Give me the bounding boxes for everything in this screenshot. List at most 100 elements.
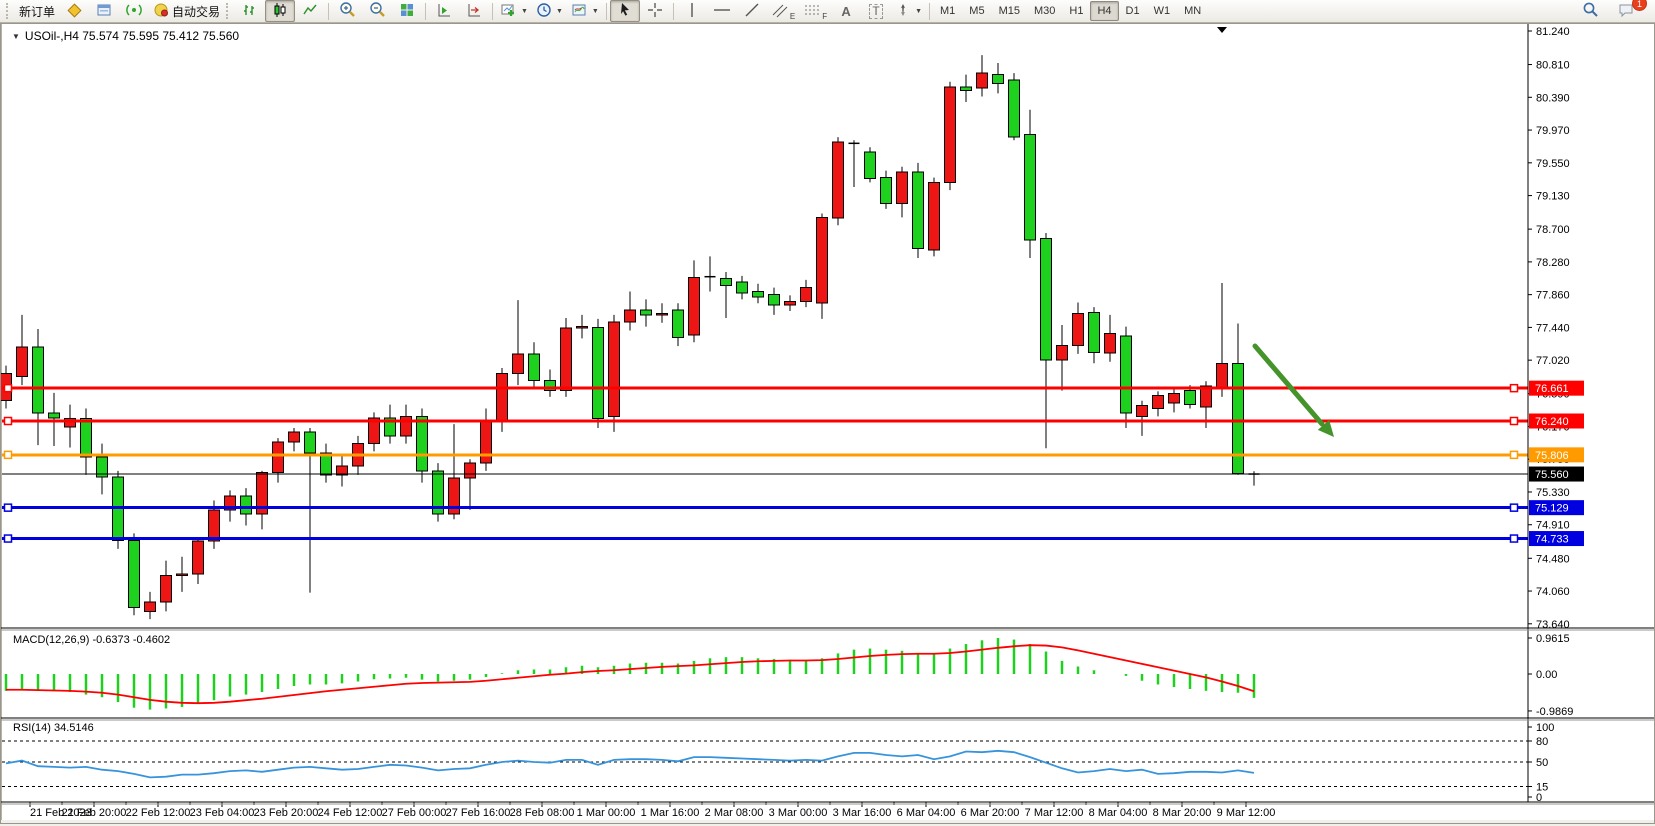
- candle-body: [656, 312, 668, 316]
- main-toolbar: 新订单 自动交易: [0, 0, 1655, 23]
- price-tag-74.733: [1529, 531, 1584, 547]
- notifications-button[interactable]: 1: [1611, 0, 1647, 22]
- candle-body: [128, 539, 140, 608]
- equidistant-channel-icon: [771, 2, 789, 21]
- candle-body: [32, 346, 44, 414]
- auto-trading-button[interactable]: 自动交易: [149, 0, 224, 22]
- price-tag-76.240: [1529, 413, 1584, 429]
- candle-body: [432, 470, 444, 515]
- text-label-tool-button[interactable]: T: [861, 0, 891, 22]
- cursor-tool-button[interactable]: [609, 0, 640, 22]
- indicators-button[interactable]: ▼: [496, 0, 532, 22]
- arrows-tool-button[interactable]: ▼: [891, 0, 926, 22]
- auto-scroll-button[interactable]: [429, 0, 459, 22]
- bar-chart-button[interactable]: [235, 0, 265, 22]
- candle-body: [992, 74, 1004, 84]
- new-order-button[interactable]: 新订单: [15, 0, 59, 22]
- arrow-annotation[interactable]: [1252, 343, 1334, 437]
- hline-handle[interactable]: [3, 450, 13, 460]
- hline-handle[interactable]: [3, 503, 13, 512]
- svg-text:50: 50: [1536, 757, 1548, 769]
- timeframe-button-h4[interactable]: H4: [1090, 1, 1119, 21]
- zoom-out-button[interactable]: [362, 0, 392, 22]
- tile-windows-button[interactable]: [392, 0, 422, 22]
- candle-body: [576, 326, 588, 329]
- hline-handle[interactable]: [3, 383, 13, 393]
- svg-text:77.440: 77.440: [1536, 322, 1570, 334]
- timeframe-button-d1[interactable]: D1: [1125, 5, 1140, 17]
- line-chart-button[interactable]: [295, 0, 325, 22]
- data-window-button[interactable]: [89, 0, 119, 22]
- horizontal-line-tool-button[interactable]: [707, 0, 737, 22]
- macd-indicator-label: MACD(12,26,9) -0.6373 -0.4602: [13, 634, 171, 646]
- channel-letter: E: [789, 12, 796, 21]
- templates-button[interactable]: ▼: [567, 0, 603, 22]
- svg-text:77.860: 77.860: [1536, 290, 1570, 302]
- price-tag-text: 75.806: [1535, 450, 1569, 462]
- vertical-line-tool-button[interactable]: [677, 0, 707, 22]
- candle-body: [1072, 312, 1084, 346]
- candle-body: [64, 418, 76, 428]
- toolbar-grip[interactable]: [226, 3, 231, 19]
- price-tag-76.661: [1529, 380, 1584, 396]
- svg-text:75.330: 75.330: [1536, 487, 1570, 499]
- text-tool-button[interactable]: A: [831, 0, 861, 22]
- hline-handle[interactable]: [1509, 534, 1519, 543]
- market-watch-button[interactable]: [59, 0, 89, 22]
- candle-body: [288, 431, 300, 443]
- candle-body: [80, 418, 92, 458]
- hline-handle[interactable]: [1509, 416, 1519, 426]
- timeframe-button-m15[interactable]: M15: [998, 5, 1020, 17]
- macd-panel: 0.9615 0.00 -0.9869: [4, 633, 1573, 718]
- svg-text:74.910: 74.910: [1536, 520, 1570, 532]
- hline-handle[interactable]: [1509, 503, 1519, 512]
- timeframe-button-m1[interactable]: M1: [940, 5, 956, 17]
- chart-shift-button[interactable]: [459, 0, 489, 22]
- candle-body: [928, 181, 940, 251]
- collapse-triangle-icon[interactable]: ▼: [12, 31, 20, 41]
- equidistant-channel-tool-button[interactable]: E: [767, 0, 799, 22]
- candle-body: [880, 177, 892, 204]
- toolbar-grip[interactable]: [6, 3, 11, 19]
- timeframe-button-m5[interactable]: M5: [969, 5, 985, 17]
- candle-body: [544, 379, 556, 392]
- time-label: 22 Feb 12:00: [126, 807, 191, 819]
- time-label: 24 Feb 12:00: [318, 807, 383, 819]
- trendline-tool-button[interactable]: [737, 0, 767, 22]
- candle-body: [256, 471, 268, 515]
- candle-body: [816, 216, 828, 304]
- crosshair-icon: [647, 2, 663, 21]
- svg-text:79.970: 79.970: [1536, 125, 1570, 137]
- chart-shift-marker[interactable]: [1217, 27, 1227, 33]
- search-button[interactable]: [1575, 0, 1605, 22]
- timeframe-group: M1 M5 M15 M30 H1 H4 D1 W1 MN: [933, 1, 1208, 21]
- timeframe-button-m30[interactable]: M30: [1033, 5, 1056, 17]
- svg-text:15: 15: [1536, 782, 1548, 794]
- time-label: 23 Feb 04:00: [190, 807, 255, 819]
- hline-handle[interactable]: [1509, 383, 1519, 393]
- hline-handle[interactable]: [3, 534, 13, 543]
- signal-button[interactable]: [119, 0, 149, 22]
- hline-handle[interactable]: [3, 416, 13, 426]
- periods-button[interactable]: ▼: [532, 0, 567, 22]
- candle-body: [912, 171, 924, 250]
- candle-body: [464, 462, 476, 479]
- zoom-in-button[interactable]: [332, 0, 362, 22]
- crosshair-tool-button[interactable]: [640, 0, 670, 22]
- fibonacci-tool-button[interactable]: F: [799, 0, 831, 22]
- horizontal-line-objects[interactable]: [2, 383, 1528, 543]
- candlestick-chart-button[interactable]: [265, 0, 296, 22]
- candle-body: [224, 495, 236, 511]
- timeframe-button-mn[interactable]: MN: [1184, 5, 1202, 17]
- chat-bubble-icon: [1618, 2, 1635, 21]
- data-window-icon: [96, 2, 112, 21]
- timeframe-button-h1[interactable]: H1: [1069, 5, 1084, 17]
- price-tag-text: 75.560: [1535, 469, 1569, 481]
- hline-handle[interactable]: [1509, 450, 1519, 460]
- timeframe-button-w1[interactable]: W1: [1153, 5, 1171, 17]
- time-label: 23 Feb 20:00: [254, 807, 319, 819]
- candle-body: [400, 415, 412, 437]
- candle-body: [304, 431, 316, 454]
- candle-body: [768, 294, 780, 306]
